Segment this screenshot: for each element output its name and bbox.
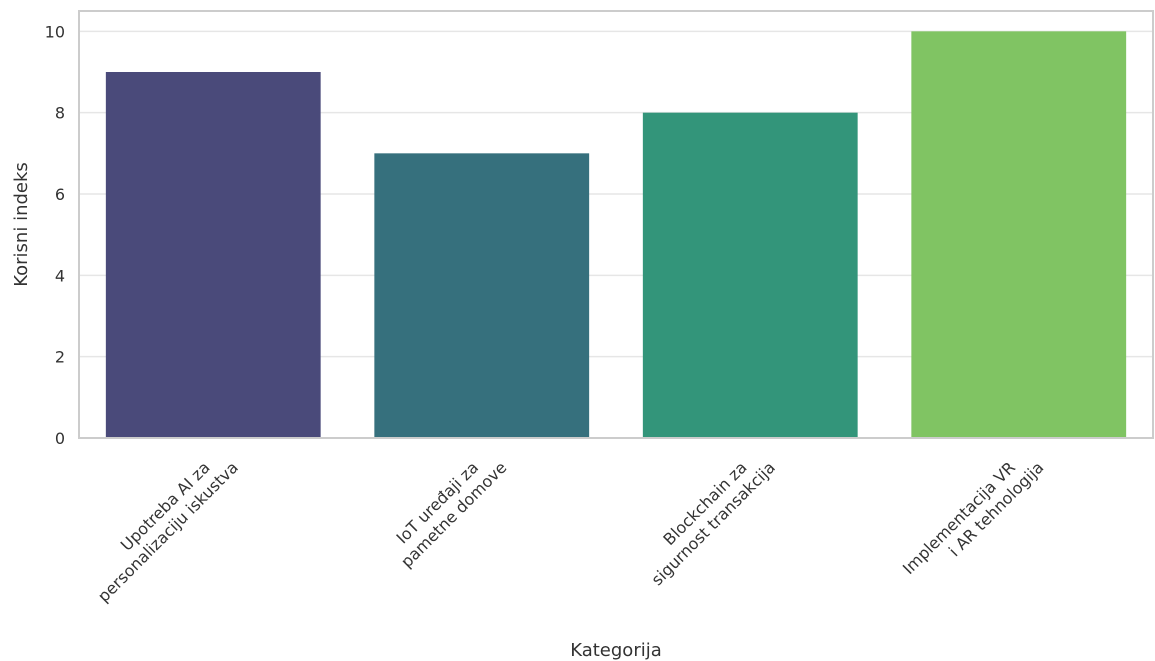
bar-3 (642, 112, 858, 439)
x-tick-label: Implementacija VRi AR tehnologija (899, 444, 1048, 593)
x-axis-label: Kategorija (570, 640, 662, 661)
y-tick-label: 6 (55, 185, 65, 204)
x-tick-labels: Upotreba AI zapersonalizaciju iskustva Io… (80, 444, 1048, 606)
x-tick-label: IoT uređaji zapametne domove (383, 444, 511, 572)
x-tick-label-line: personalizaciju iskustva (94, 458, 242, 606)
bars (105, 31, 1127, 439)
y-tick-label: 0 (55, 429, 65, 448)
bar-2 (374, 153, 590, 439)
y-tick-labels: 0 2 4 6 8 10 (45, 22, 65, 448)
y-tick-label: 4 (55, 266, 65, 285)
x-tick-label-line: Implementacija VR (899, 458, 1019, 578)
bar-1 (105, 72, 321, 438)
y-tick-label: 8 (55, 104, 65, 123)
plot-frame (78, 10, 1154, 439)
x-tick-label: Upotreba AI zapersonalizaciju iskustva (80, 444, 242, 606)
x-tick-label-line: sigurnost transakcija (648, 458, 779, 589)
y-tick-label: 2 (55, 348, 65, 367)
y-tick-label: 10 (45, 22, 65, 41)
bar-4 (911, 31, 1127, 438)
x-tick-label: Blockchain zasigurnost transakcija (633, 444, 778, 589)
y-axis-label: Korisni indeks (11, 162, 32, 287)
